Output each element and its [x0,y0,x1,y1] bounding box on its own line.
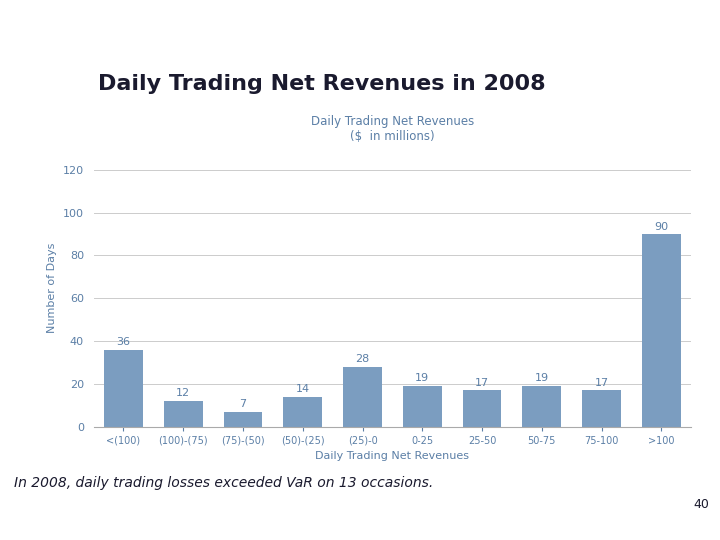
X-axis label: Daily Trading Net Revenues: Daily Trading Net Revenues [315,451,469,461]
Text: 90: 90 [654,221,668,232]
Bar [164,401,202,427]
Text: 7: 7 [240,399,246,409]
Y-axis label: Number of Days: Number of Days [48,242,57,333]
Text: 36: 36 [117,337,130,347]
Text: 28: 28 [356,354,369,364]
Title: Daily Trading Net Revenues
($  in millions): Daily Trading Net Revenues ($ in million… [311,115,474,143]
Text: 12: 12 [176,388,190,399]
Bar [642,234,680,427]
Text: 17: 17 [595,377,608,388]
Bar [104,349,143,427]
Text: Daily Trading Net Revenues in 2008: Daily Trading Net Revenues in 2008 [99,73,546,94]
Text: In 2008, daily trading losses exceeded VaR on 13 occasions.: In 2008, daily trading losses exceeded V… [14,476,433,490]
Text: 19: 19 [535,373,549,383]
Text: 19: 19 [415,373,429,383]
Text: MPF: MPF [16,499,60,517]
Text: Capital Advisors: Capital Advisors [10,523,66,529]
Text: 17: 17 [475,377,489,388]
Bar [403,386,441,427]
Text: Sachs: Sachs [21,90,55,100]
Text: 40: 40 [693,498,709,511]
Bar [343,367,382,427]
Text: Goldman: Goldman [12,68,64,78]
Bar [463,390,501,427]
Bar [284,397,322,427]
Bar [523,386,561,427]
Bar [582,390,621,427]
Text: 14: 14 [296,384,310,394]
Bar [224,411,262,427]
